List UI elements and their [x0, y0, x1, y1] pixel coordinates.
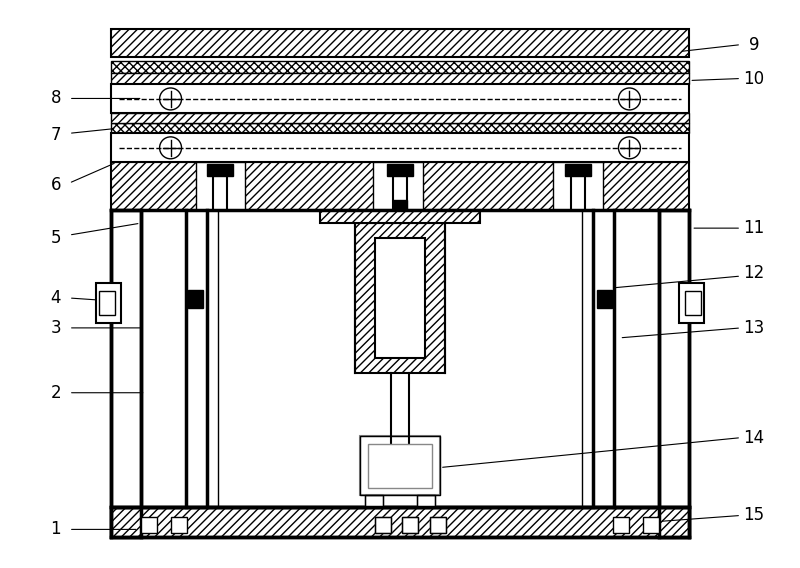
Bar: [110, 85, 690, 114]
Text: 6: 6: [50, 176, 61, 194]
Bar: [110, 210, 141, 537]
Text: 1: 1: [50, 520, 61, 538]
Bar: [417, 495, 435, 507]
Bar: [187, 290, 203, 308]
Text: 7: 7: [50, 126, 61, 144]
Text: 5: 5: [50, 229, 61, 247]
Text: 11: 11: [743, 219, 765, 237]
Bar: [402, 517, 418, 533]
Bar: [98, 291, 114, 315]
Text: 3: 3: [50, 319, 61, 337]
Bar: [643, 517, 659, 533]
Bar: [373, 162, 423, 210]
Bar: [141, 517, 157, 533]
Bar: [614, 517, 630, 533]
Bar: [110, 507, 690, 537]
Bar: [368, 444, 432, 487]
Bar: [402, 517, 418, 533]
Bar: [360, 436, 440, 495]
Bar: [365, 495, 383, 507]
Bar: [375, 517, 391, 533]
Bar: [365, 495, 383, 507]
Bar: [110, 28, 690, 57]
Bar: [387, 164, 413, 176]
Text: 9: 9: [749, 36, 759, 53]
Bar: [170, 517, 186, 533]
Bar: [110, 61, 690, 73]
Bar: [195, 162, 246, 210]
Bar: [597, 290, 613, 308]
Bar: [360, 436, 440, 495]
Bar: [96, 283, 121, 323]
Bar: [375, 517, 391, 533]
Bar: [207, 164, 234, 176]
Bar: [110, 123, 690, 133]
Bar: [686, 291, 702, 315]
Bar: [417, 495, 435, 507]
Text: 15: 15: [743, 507, 765, 524]
Text: 10: 10: [743, 69, 765, 87]
Text: 8: 8: [50, 89, 61, 107]
Bar: [110, 133, 690, 162]
Text: 12: 12: [743, 264, 765, 282]
Bar: [430, 517, 446, 533]
Bar: [659, 210, 690, 537]
Bar: [553, 162, 602, 210]
Bar: [320, 210, 480, 223]
Bar: [393, 200, 407, 210]
Bar: [110, 73, 690, 85]
Bar: [679, 283, 704, 323]
Text: 14: 14: [743, 429, 765, 446]
Bar: [375, 238, 425, 358]
Bar: [110, 162, 690, 210]
Bar: [430, 517, 446, 533]
Text: 13: 13: [743, 319, 765, 337]
Bar: [110, 114, 690, 123]
Text: 4: 4: [50, 289, 61, 307]
Bar: [355, 223, 445, 373]
Bar: [565, 164, 590, 176]
Text: 2: 2: [50, 384, 61, 402]
